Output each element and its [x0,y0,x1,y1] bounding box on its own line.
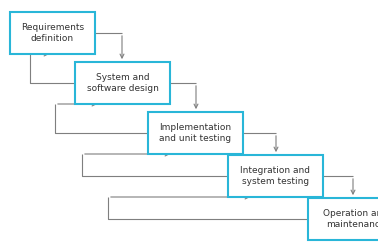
FancyBboxPatch shape [148,112,243,154]
FancyBboxPatch shape [75,62,170,104]
Text: System and
software design: System and software design [87,73,158,93]
Text: Integration and
system testing: Integration and system testing [240,166,310,186]
FancyBboxPatch shape [228,155,323,197]
Text: Operation and
maintenance: Operation and maintenance [323,209,378,229]
Text: Implementation
and unit testing: Implementation and unit testing [160,123,232,143]
FancyBboxPatch shape [10,12,95,54]
Text: Requirements
definition: Requirements definition [21,23,84,43]
FancyBboxPatch shape [308,198,378,240]
